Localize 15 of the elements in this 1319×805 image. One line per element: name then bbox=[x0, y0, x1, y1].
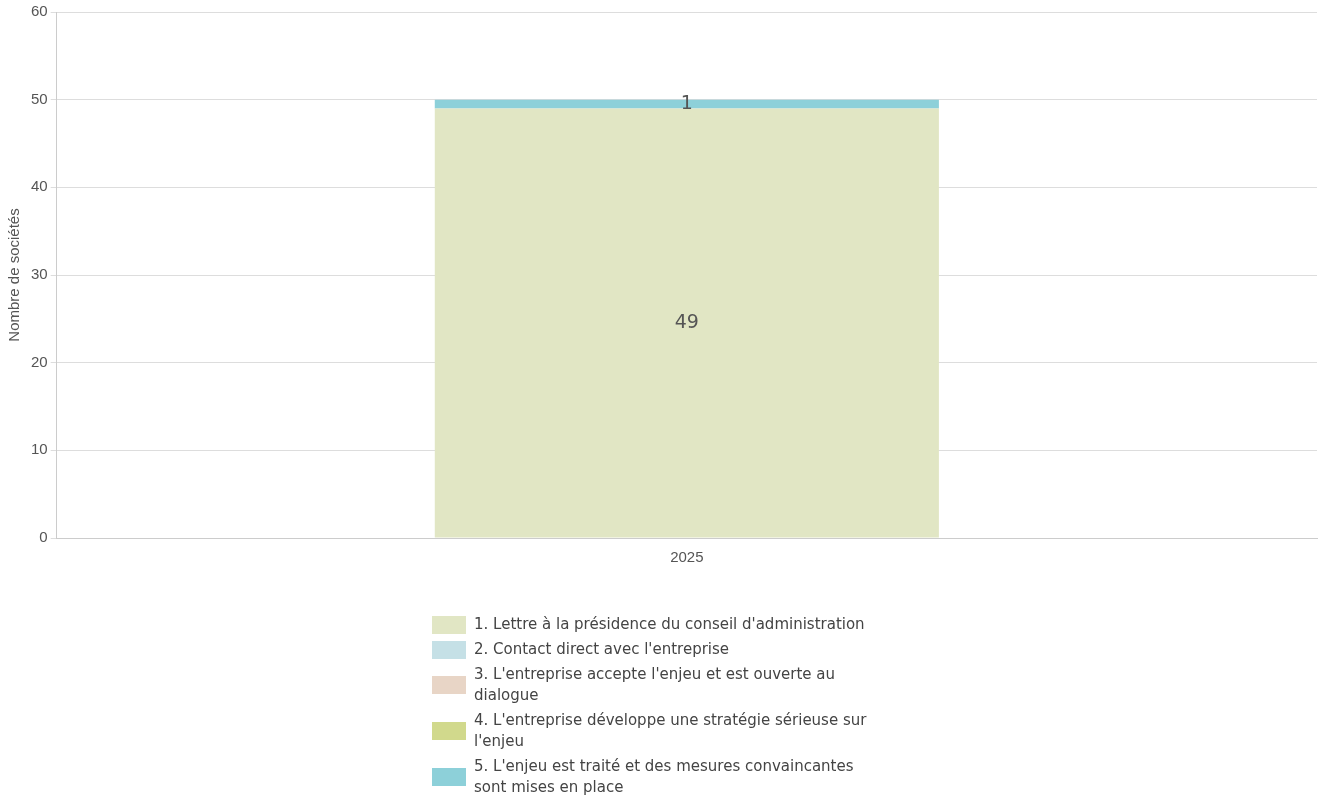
y-tick-label: 60 bbox=[31, 2, 48, 20]
x-tick-label: 2025 bbox=[670, 548, 704, 566]
data-label: 49 bbox=[674, 309, 699, 332]
legend-label: 1. Lettre à la présidence du conseil d'administration bbox=[474, 614, 865, 635]
legend-label: 2. Contact direct avec l'entreprise bbox=[474, 639, 730, 660]
y-tick-label: 0 bbox=[39, 528, 48, 546]
y-tick-label: 20 bbox=[31, 352, 48, 370]
legend-label: 3. L'entreprise accepte l'enjeu et est ouverte au dialogue bbox=[474, 664, 837, 706]
legend-label: 5. L'enjeu est traité et des mesures convaincantes sont mises en place bbox=[474, 756, 855, 798]
y-tick-label: 30 bbox=[31, 265, 48, 283]
y-tick-label: 50 bbox=[31, 89, 48, 107]
legend-label: 4. L'entreprise développe une stratégie sérieuse sur l'enjeu bbox=[474, 710, 868, 752]
y-tick-label: 40 bbox=[31, 177, 48, 195]
y-axis-title: Nombre de sociétés bbox=[5, 208, 23, 342]
y-tick-label: 10 bbox=[31, 440, 48, 458]
